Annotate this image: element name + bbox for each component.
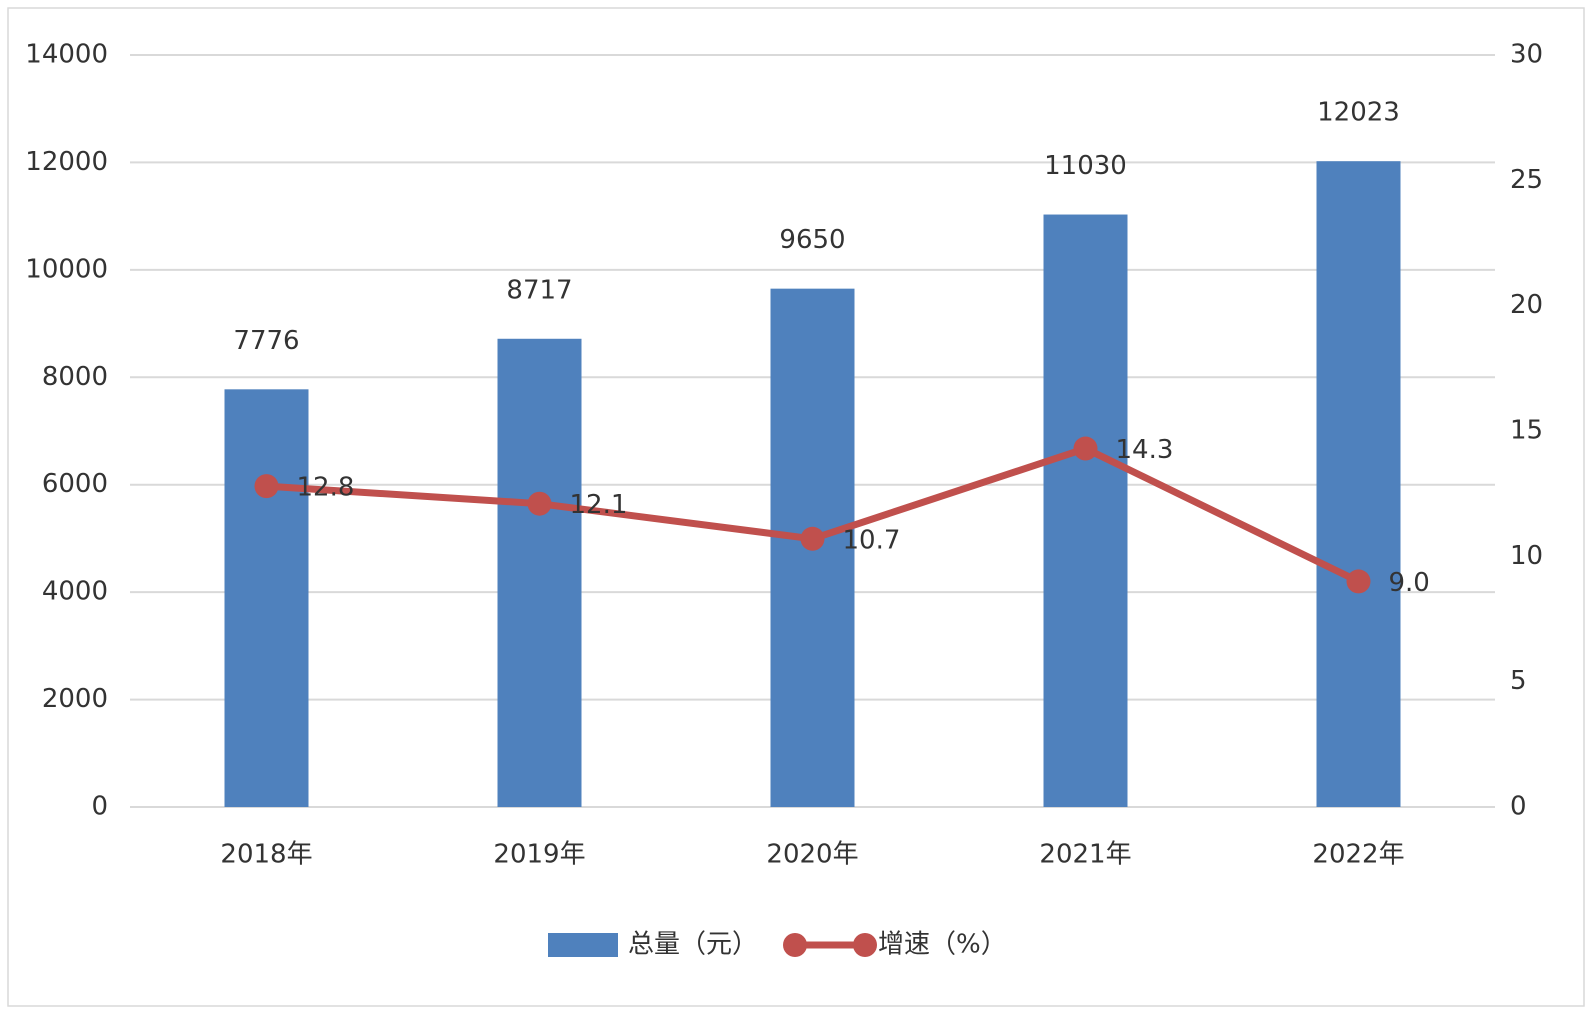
bar: [1043, 214, 1128, 807]
line-marker: [527, 491, 552, 516]
y-tick-label: 2000: [42, 684, 108, 714]
bar-value-label: 7776: [233, 326, 299, 356]
line-value-label: 10.7: [843, 525, 901, 555]
y-tick-label: 10000: [25, 254, 108, 284]
x-tick-label: 2021年: [1039, 840, 1131, 870]
bar: [1316, 161, 1401, 808]
line-value-label: 12.1: [570, 490, 628, 520]
bar-value-label: 8717: [506, 275, 572, 305]
y2-tick-label: 15: [1510, 416, 1543, 446]
legend-label: 总量（元）: [628, 930, 758, 960]
bar-value-label: 11030: [1044, 151, 1127, 181]
y2-tick-label: 20: [1510, 290, 1543, 320]
bar-value-label: 12023: [1317, 98, 1400, 128]
y-tick-label: 6000: [42, 469, 108, 499]
y-tick-label: 4000: [42, 577, 108, 607]
line-marker: [800, 526, 825, 551]
line-value-label: 12.8: [297, 473, 355, 503]
x-tick-label: 2018年: [220, 840, 312, 870]
y2-tick-label: 5: [1510, 666, 1527, 696]
y2-tick-label: 25: [1510, 165, 1543, 195]
legend-swatch-marker: [853, 933, 877, 957]
legend-swatch-marker: [783, 933, 807, 957]
line-value-label: 9.0: [1389, 568, 1430, 598]
y-tick-label: 8000: [42, 362, 108, 392]
bar-value-label: 9650: [779, 225, 845, 255]
y2-tick-label: 30: [1510, 40, 1543, 70]
line-marker: [1073, 436, 1098, 461]
x-tick-label: 2022年: [1312, 840, 1404, 870]
line-marker: [1346, 569, 1371, 594]
y2-tick-label: 0: [1510, 792, 1527, 822]
legend-swatch: [548, 933, 618, 957]
bar: [224, 389, 309, 807]
y-tick-label: 14000: [25, 40, 108, 70]
y-tick-label: 0: [91, 792, 108, 822]
x-tick-label: 2020年: [766, 840, 858, 870]
line-marker: [254, 474, 279, 499]
bar: [497, 338, 582, 807]
y2-tick-label: 10: [1510, 541, 1543, 571]
x-tick-label: 2019年: [493, 840, 585, 870]
legend-label: 增速（%）: [878, 930, 1007, 960]
line-value-label: 14.3: [1116, 435, 1174, 465]
y-tick-label: 12000: [25, 147, 108, 177]
